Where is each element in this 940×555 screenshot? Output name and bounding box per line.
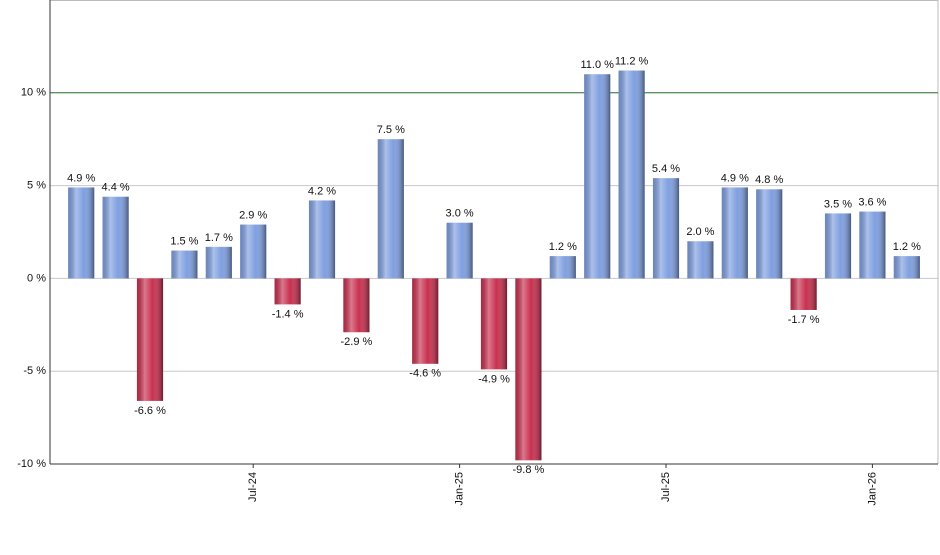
- bar-shade: [205, 246, 232, 279]
- value-label: -4.9 %: [478, 373, 510, 385]
- bar-shade: [308, 200, 336, 279]
- bar-shade: [68, 187, 95, 279]
- y-tick-label: 10 %: [21, 87, 46, 99]
- value-label: 3.6 %: [858, 196, 886, 208]
- value-label: 1.7 %: [205, 232, 233, 244]
- y-tick-label: -10 %: [17, 458, 46, 470]
- bar-shade: [687, 241, 714, 279]
- value-label: 1.2 %: [893, 241, 921, 253]
- bar-shade: [412, 278, 439, 364]
- value-label: -9.8 %: [513, 464, 545, 476]
- bar-shade: [240, 224, 267, 279]
- y-tick-label: 5 %: [27, 180, 46, 192]
- value-label: -1.4 %: [272, 308, 304, 320]
- x-tick-label: Jan-26: [866, 472, 878, 506]
- bar-shade: [859, 211, 886, 279]
- value-label: 3.0 %: [446, 208, 474, 220]
- bar-shade: [377, 139, 404, 279]
- bar-shade: [515, 278, 542, 461]
- bar-shade: [446, 222, 473, 279]
- bar-shade: [274, 278, 301, 305]
- bar-shade: [824, 213, 852, 279]
- bar-shade: [102, 196, 129, 279]
- bar-shade: [171, 250, 198, 279]
- y-tick-label: -5 %: [23, 365, 46, 377]
- value-label: -4.6 %: [409, 368, 441, 380]
- value-label: -2.9 %: [341, 336, 373, 348]
- bar-shade: [480, 278, 508, 370]
- bar-shade: [584, 74, 611, 279]
- value-label: 3.5 %: [824, 198, 852, 210]
- bar-shade: [652, 178, 680, 279]
- value-label: 11.2 %: [615, 55, 649, 67]
- value-label: 11.0 %: [580, 59, 614, 71]
- bar-shade: [136, 278, 164, 401]
- bar-shade: [893, 256, 920, 279]
- x-tick-label: Jul-25: [660, 472, 672, 502]
- y-tick-label: 0 %: [27, 272, 46, 284]
- value-label: 4.8 %: [755, 174, 783, 186]
- bar-shade: [721, 187, 748, 279]
- value-label: -6.6 %: [134, 405, 166, 417]
- value-label: 4.4 %: [102, 182, 130, 194]
- bar-shade: [790, 278, 817, 310]
- value-label: 1.2 %: [549, 241, 577, 253]
- bar-shade: [549, 256, 576, 279]
- value-label: 2.9 %: [239, 209, 267, 221]
- x-tick-label: Jan-25: [454, 472, 466, 506]
- value-label: 2.0 %: [686, 226, 714, 238]
- value-label: 4.2 %: [308, 185, 336, 197]
- bar-shade: [343, 278, 370, 333]
- value-label: 7.5 %: [377, 124, 405, 136]
- value-label: 4.9 %: [67, 172, 95, 184]
- value-label: 5.4 %: [652, 163, 680, 175]
- value-label: -1.7 %: [788, 314, 820, 326]
- bar-shade: [618, 70, 645, 279]
- bar-shade: [756, 189, 783, 279]
- value-label: 1.5 %: [170, 235, 198, 247]
- value-label: 4.9 %: [721, 172, 749, 184]
- x-tick-label: Jul-24: [247, 472, 259, 502]
